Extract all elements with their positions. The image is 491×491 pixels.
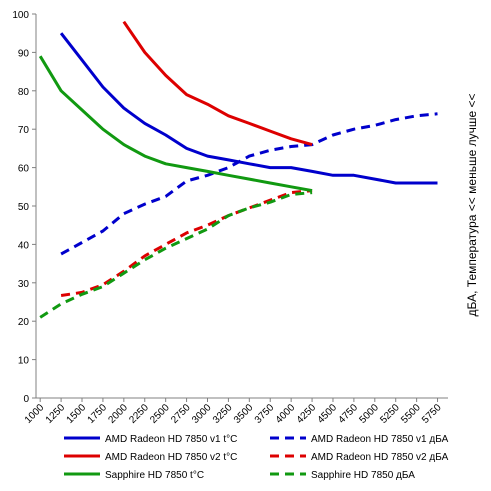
- series-line-0: [59, 32, 438, 185]
- y-axis-label: дБА, Температура << меньше лучше <<: [465, 94, 479, 317]
- series-line-4: [38, 55, 313, 193]
- y-tick-label: 80: [18, 87, 30, 98]
- x-tick-label: 1250: [44, 402, 68, 426]
- y-tick-label: 90: [18, 48, 30, 59]
- x-tick-label: 5500: [399, 402, 423, 426]
- x-tick-label: 3750: [253, 402, 277, 426]
- series-line-1: [60, 112, 438, 256]
- x-tick-label: 3500: [232, 402, 256, 426]
- x-tick-label: 4500: [316, 402, 340, 426]
- legend-label-1: AMD Radeon HD 7850 v1 дБА: [311, 434, 449, 445]
- legend-label-4: Sapphire HD 7850 t°C: [105, 470, 204, 481]
- y-tick-label: 30: [18, 279, 30, 290]
- legend-label-5: Sapphire HD 7850 дБА: [311, 470, 415, 481]
- y-tick-label: 0: [23, 394, 29, 405]
- x-tick-label: 2750: [169, 402, 193, 426]
- series-line-5: [39, 191, 313, 319]
- x-tick-label: 4000: [274, 402, 298, 426]
- x-tick-label: 4250: [295, 402, 319, 426]
- plot-area: [35, 14, 448, 399]
- x-axis-ticks: 1000125015001750200022502500275030003250…: [23, 398, 444, 426]
- y-tick-label: 10: [18, 356, 30, 367]
- legend-label-3: AMD Radeon HD 7850 v2 дБА: [311, 452, 449, 463]
- x-tick-label: 2500: [148, 402, 172, 426]
- series-line-2: [122, 20, 313, 147]
- y-tick-label: 70: [18, 125, 30, 136]
- x-tick-label: 1750: [86, 402, 110, 426]
- legend-label-2: AMD Radeon HD 7850 v2 t°C: [105, 452, 237, 463]
- x-tick-label: 5750: [420, 402, 444, 426]
- x-tick-label: 5000: [357, 402, 381, 426]
- x-tick-label: 2250: [127, 402, 151, 426]
- series-line-3: [60, 189, 313, 297]
- x-tick-label: 2000: [106, 402, 130, 426]
- y-axis-ticks: 0 10 20 30 40 50 60 70 80 90 100: [12, 10, 36, 405]
- legend-label-0: AMD Radeon HD 7850 v1 t°C: [105, 434, 237, 445]
- x-tick-label: 4750: [336, 402, 360, 426]
- x-tick-label: 3250: [211, 402, 235, 426]
- y-tick-label: 50: [18, 202, 30, 213]
- series-lines: [38, 20, 438, 319]
- y-tick-label: 20: [18, 317, 30, 328]
- x-tick-label: 1000: [23, 402, 47, 426]
- y-tick-label: 40: [18, 240, 30, 251]
- x-tick-label: 3000: [190, 402, 214, 426]
- legend: AMD Radeon HD 7850 v1 t°C AMD Radeon HD 7…: [64, 434, 449, 481]
- x-tick-label: 5250: [378, 402, 402, 426]
- y-tick-label: 60: [18, 164, 30, 175]
- y-tick-label: 100: [12, 10, 29, 21]
- x-tick-label: 1500: [65, 402, 89, 426]
